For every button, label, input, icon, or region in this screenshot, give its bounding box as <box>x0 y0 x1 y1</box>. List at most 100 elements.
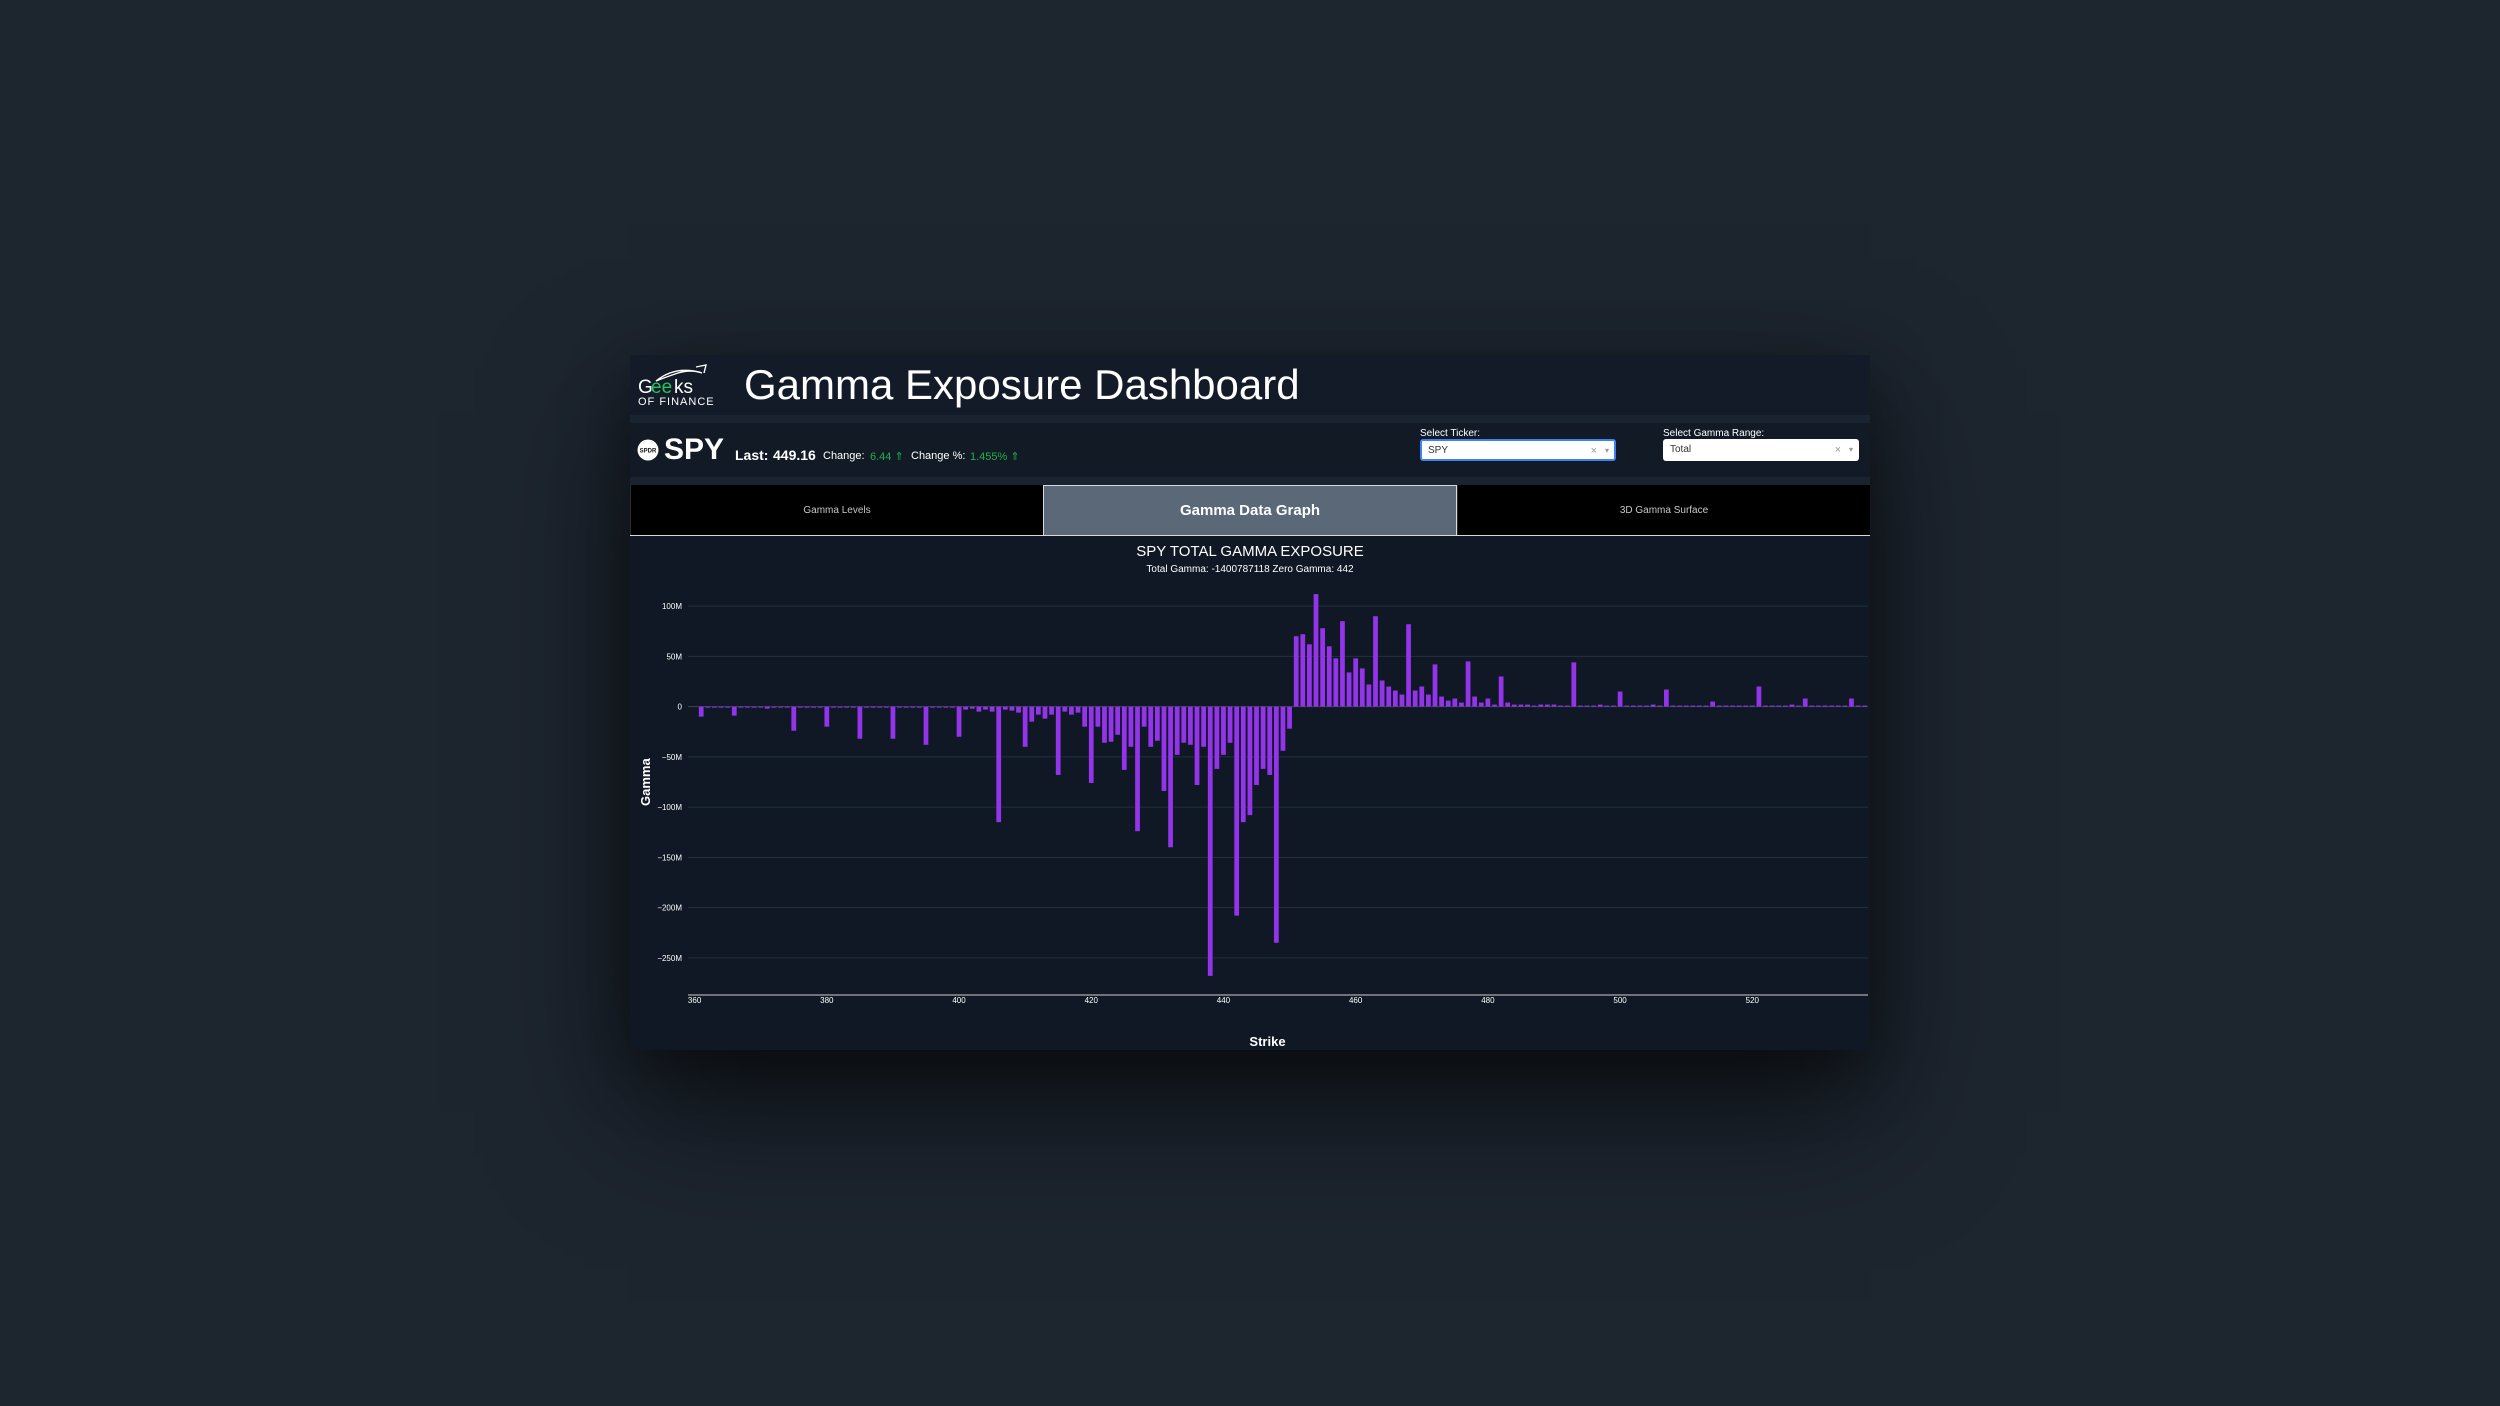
gamma-bar <box>1855 705 1861 707</box>
gamma-bar <box>731 706 737 716</box>
gamma-bar <box>850 706 856 708</box>
gamma-bar <box>877 706 883 708</box>
gamma-bar <box>824 706 830 727</box>
x-tick-label: 520 <box>1746 996 1760 1005</box>
gamma-bar <box>1769 705 1775 707</box>
gamma-bar <box>1710 701 1716 707</box>
y-tick-label: −250M <box>657 954 682 963</box>
ticker-symbol: SPY <box>664 433 725 466</box>
gamma-bar <box>1359 668 1365 707</box>
gamma-chart-svg: 100M 50M 0 −50M −100M −150M −200M −250M 360 380 40… <box>657 594 1868 1005</box>
gamma-bar <box>1022 706 1028 747</box>
y-tick-label: 0 <box>678 703 683 712</box>
gamma-bar <box>1789 704 1795 707</box>
change-value: 6.44 ⇑ <box>870 451 904 463</box>
gamma-bar <box>1743 705 1749 707</box>
x-axis-label: Strike <box>1249 1034 1286 1049</box>
gamma-bar <box>864 706 869 708</box>
gamma-bar <box>745 706 750 708</box>
gamma-bar <box>1346 672 1352 707</box>
gamma-bar <box>1280 706 1286 751</box>
gamma-bar <box>751 706 757 708</box>
gamma-bar <box>1551 704 1557 707</box>
ticker-select[interactable]: SPY × ▾ <box>1420 439 1616 461</box>
gamma-bar <box>758 706 764 708</box>
gamma-bar <box>1260 706 1266 769</box>
gamma-bar <box>764 706 770 709</box>
svg-text:SPDR: SPDR <box>640 449 657 455</box>
gamma-bar <box>969 706 975 709</box>
y-axis-label: Gamma <box>638 758 653 806</box>
y-tick-label: 100M <box>662 602 682 611</box>
gamma-bar <box>1254 706 1259 785</box>
clear-icon[interactable]: × <box>1590 445 1597 457</box>
svg-text:ee: ee <box>651 377 672 398</box>
tab-gamma-data-graph[interactable]: Gamma Data Graph <box>1043 485 1457 535</box>
gamma-bar <box>1703 705 1709 707</box>
gamma-bar <box>943 706 949 708</box>
gamma-bar <box>1174 706 1180 755</box>
gamma-bar <box>804 706 810 708</box>
gamma-bar <box>1326 646 1332 707</box>
chevron-down-icon[interactable]: ▾ <box>1848 445 1853 454</box>
gamma-bar <box>1617 691 1623 707</box>
x-tick-label: 380 <box>820 996 834 1005</box>
gamma-bar <box>1016 706 1021 713</box>
gamma-range-select-label: Select Gamma Range: <box>1663 428 1765 439</box>
gamma-bar <box>1201 706 1207 747</box>
gamma-bar <box>1108 706 1114 742</box>
gamma-bar <box>1809 705 1815 707</box>
gamma-bar <box>1584 705 1590 707</box>
header-bar: G ee ks OF FINANCE Gamma Exposure Dashbo… <box>630 355 1870 415</box>
change-label: Change: <box>823 450 865 462</box>
gamma-range-select[interactable]: Total × ▾ <box>1663 439 1859 461</box>
gamma-bar <box>1426 694 1431 707</box>
gamma-bar <box>1657 705 1663 707</box>
gamma-bar <box>1802 698 1808 707</box>
gamma-bar <box>1690 705 1696 707</box>
gamma-bar <box>844 706 850 708</box>
tab-gamma-levels[interactable]: Gamma Levels <box>630 485 1043 535</box>
chevron-down-icon[interactable]: ▾ <box>1604 446 1609 455</box>
gamma-bar <box>1399 694 1405 707</box>
tab-3d-gamma-surface[interactable]: 3D Gamma Surface <box>1457 485 1870 535</box>
gamma-bar <box>857 706 863 739</box>
y-tick-label: −150M <box>657 853 682 862</box>
gamma-bar <box>983 706 988 710</box>
gamma-bar <box>1273 706 1279 943</box>
gamma-bar <box>989 706 995 712</box>
gamma-bar <box>870 706 876 708</box>
gamma-bar <box>1247 706 1253 816</box>
clear-icon[interactable]: × <box>1834 444 1841 456</box>
gamma-bar <box>1716 705 1722 707</box>
gamma-bar <box>903 706 909 708</box>
y-tick-label: −50M <box>662 753 683 762</box>
svg-text:OF FINANCE: OF FINANCE <box>638 396 715 408</box>
gamma-bar <box>1439 696 1444 707</box>
gamma-bar <box>1240 706 1246 823</box>
gamma-chart: 100M 50M 0 −50M −100M −150M −200M −250M 360 380 40… <box>630 536 1870 1050</box>
gamma-bar <box>1287 706 1292 729</box>
gamma-bar <box>1194 706 1200 785</box>
gamma-bar <box>936 706 942 708</box>
change-percent-label: Change %: <box>911 450 966 462</box>
gamma-bar <box>1419 686 1425 707</box>
gamma-bar <box>1366 684 1372 707</box>
x-tick-label: 440 <box>1217 996 1231 1005</box>
gamma-bar <box>1154 706 1160 741</box>
gamma-bar <box>1227 706 1233 743</box>
gamma-bar <box>1379 680 1385 707</box>
gamma-bar <box>1531 705 1537 707</box>
gamma-bar <box>1049 706 1054 715</box>
gamma-bar <box>963 706 969 710</box>
geeks-of-finance-logo: G ee ks OF FINANCE <box>638 364 715 408</box>
chart-subtitle: Total Gamma: -1400787118 Zero Gamma: 442 <box>1146 564 1354 575</box>
gamma-bar <box>1829 705 1835 707</box>
gamma-bar <box>1320 628 1326 707</box>
gamma-bar <box>1505 702 1511 707</box>
gamma-bar <box>1333 658 1339 707</box>
spdr-logo-icon: SPDR <box>637 439 659 461</box>
y-tick-label: −200M <box>657 904 682 913</box>
gamma-bar <box>784 706 790 708</box>
gamma-bar <box>1756 686 1762 707</box>
